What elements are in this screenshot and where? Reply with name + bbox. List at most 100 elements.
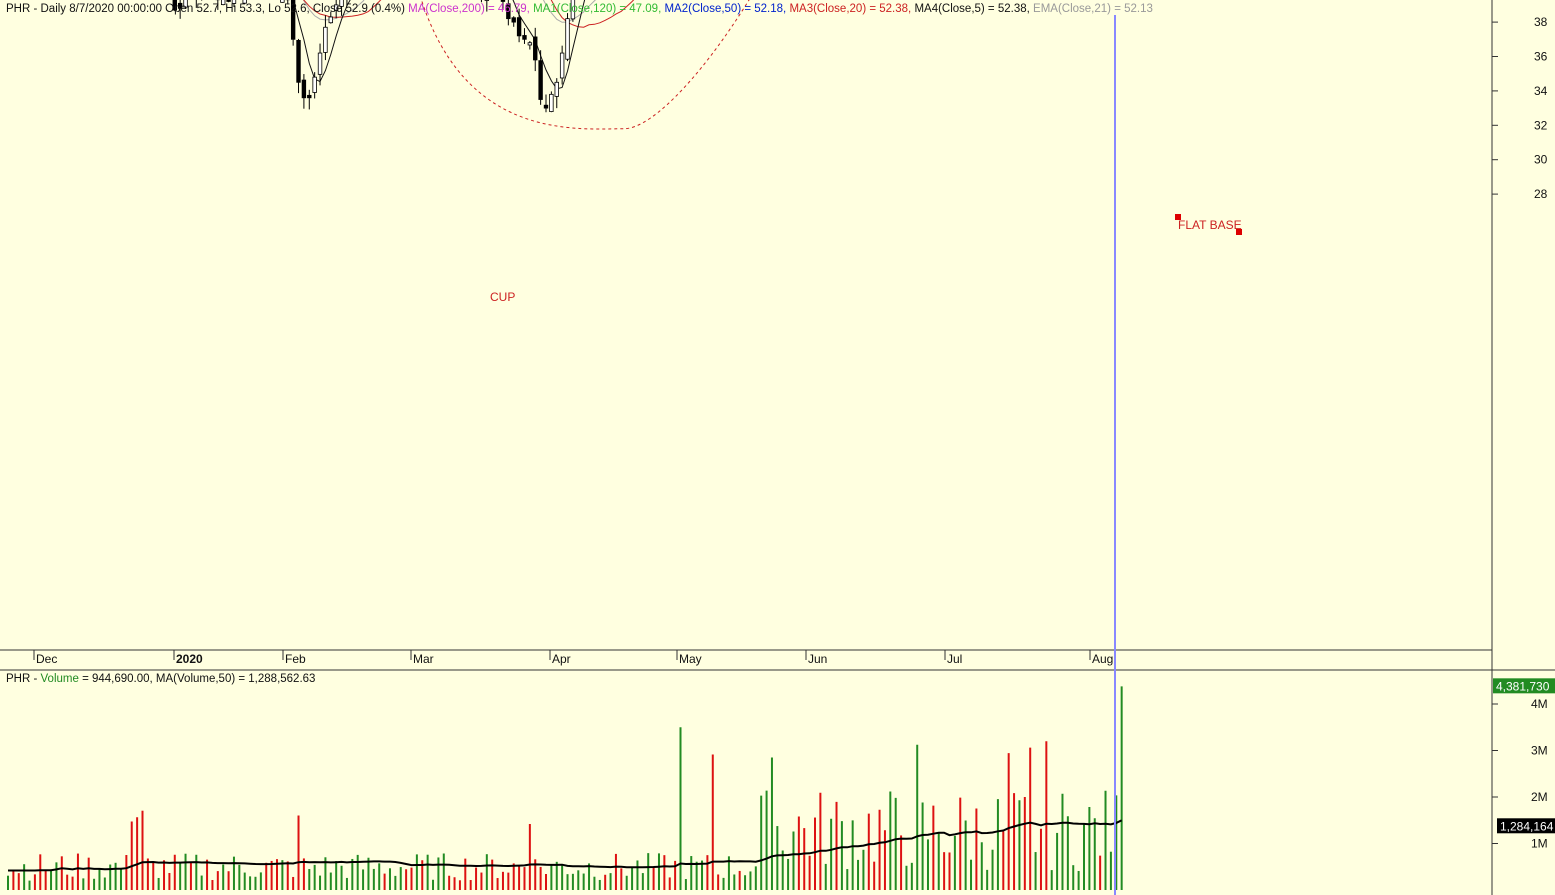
candle <box>511 16 516 27</box>
candle <box>500 0 506 9</box>
candle <box>172 0 177 12</box>
date-tick-label: 2020 <box>176 652 203 666</box>
candle <box>195 0 197 8</box>
candle <box>215 0 221 10</box>
volume-tick-label: 3M <box>1531 744 1548 758</box>
annotations: CUP FLAT BASE <box>490 214 1242 304</box>
candle <box>506 0 511 26</box>
candle <box>346 0 348 6</box>
candle <box>177 0 183 19</box>
candle-body-down <box>172 0 177 11</box>
candle-body-down <box>543 104 549 109</box>
candle <box>328 11 333 24</box>
candle <box>220 0 226 6</box>
ma5-line <box>292 0 586 90</box>
candle-body-up <box>554 81 559 97</box>
candle <box>484 0 490 12</box>
volume-bars <box>7 686 1123 890</box>
candle <box>554 78 559 109</box>
candle-body-down <box>538 60 543 100</box>
candle-body-up <box>570 0 576 20</box>
candle-body-down <box>533 36 538 61</box>
candle-body-up <box>527 42 533 46</box>
candle-body-down <box>500 0 506 2</box>
date-tick-label: May <box>679 652 702 666</box>
candle <box>533 27 538 72</box>
volume-tick-label: 4M <box>1531 697 1548 711</box>
candle-body-up <box>220 0 226 6</box>
candle-body-up <box>317 52 323 75</box>
candle <box>242 0 247 5</box>
date-tick-label: Jun <box>808 652 827 666</box>
legend-ma5: MA4(Close,5) = 52.38, <box>914 3 1029 15</box>
candle-body-down <box>177 2 183 9</box>
candle-body-up <box>559 52 565 79</box>
last-volume-tag-bg <box>1493 678 1555 694</box>
candle <box>565 13 570 62</box>
date-tick-label: Apr <box>552 652 571 666</box>
price-panel[interactable] <box>0 0 1492 650</box>
date-tick-label: Jul <box>947 652 962 666</box>
candle <box>280 0 285 3</box>
candle <box>516 8 522 43</box>
date-tick-label: Aug <box>1092 652 1113 666</box>
candle-body-up <box>549 93 554 112</box>
legend-ema21: EMA(Close,21) = 52.13 <box>1033 3 1153 15</box>
candle <box>339 0 344 16</box>
candle-body-down <box>307 94 312 99</box>
candle <box>559 45 565 85</box>
price-tick-label: 34 <box>1534 84 1548 98</box>
candle <box>231 0 237 8</box>
date-tick-label: Dec <box>36 652 57 666</box>
candle-body-up <box>183 0 188 8</box>
candle-body-down <box>516 17 522 37</box>
volume-ma-tag-text: 1,284,164 <box>1500 819 1554 833</box>
candle <box>296 38 301 94</box>
volume-ma-line <box>8 819 1123 872</box>
candle-body-up <box>312 76 317 93</box>
price-tick-label: 38 <box>1534 15 1548 29</box>
volume-ma-tag: 1,284,164 <box>1497 818 1555 834</box>
header-info: - Daily 8/7/2020 00:00:00 Open 52.7, Hi … <box>30 3 408 15</box>
flat-base-marker-end <box>1236 229 1242 235</box>
volume-tick-label: 1M <box>1531 837 1548 851</box>
volume-axis: 1M 2M 3M 4M 4,381,730 1,284,164 <box>1492 678 1555 851</box>
candlesticks <box>172 0 576 113</box>
ema21-line <box>302 0 596 23</box>
candle <box>312 72 317 99</box>
candle <box>317 43 323 86</box>
candle <box>570 0 576 22</box>
legend-ma20: MA3(Close,20) = 52.38, <box>789 3 911 15</box>
candle <box>323 15 328 61</box>
price-tick-label: 32 <box>1534 118 1548 132</box>
candle-body-down <box>522 35 527 40</box>
volume-header-ticker: PHR <box>6 673 30 685</box>
volume-panel[interactable] <box>0 671 1492 895</box>
candle <box>333 0 339 19</box>
candle-body-up <box>242 0 247 4</box>
date-tick-label: Feb <box>285 652 306 666</box>
candle-body-up <box>328 16 333 24</box>
legend-ma200: MA(Close,200) = 46.79, <box>408 3 530 15</box>
legend-ma50: MA2(Close,50) = 52.18, <box>664 3 786 15</box>
volume-header-label: Volume <box>41 673 79 685</box>
date-tick-label: Mar <box>413 652 434 666</box>
last-volume-tag: 4,381,730 <box>1493 678 1555 694</box>
price-tick-label: 36 <box>1534 50 1548 64</box>
candle <box>301 74 307 109</box>
candle <box>538 50 543 105</box>
price-axis: 28303234363840424446485052545658606264 <box>1492 15 1548 201</box>
candle-body-down <box>301 79 307 99</box>
candle <box>527 41 533 50</box>
volume-tick-label: 2M <box>1531 790 1548 804</box>
candle-body-up <box>323 26 328 53</box>
volume-header: PHR - Volume = 944,690.00, MA(Volume,50)… <box>6 673 315 685</box>
candle-body-down <box>511 17 516 23</box>
candle <box>290 0 296 46</box>
candle-body-up <box>280 0 285 3</box>
candle-body-up <box>339 0 344 7</box>
candle-body-down <box>506 3 511 20</box>
candle-body-down <box>290 0 296 40</box>
